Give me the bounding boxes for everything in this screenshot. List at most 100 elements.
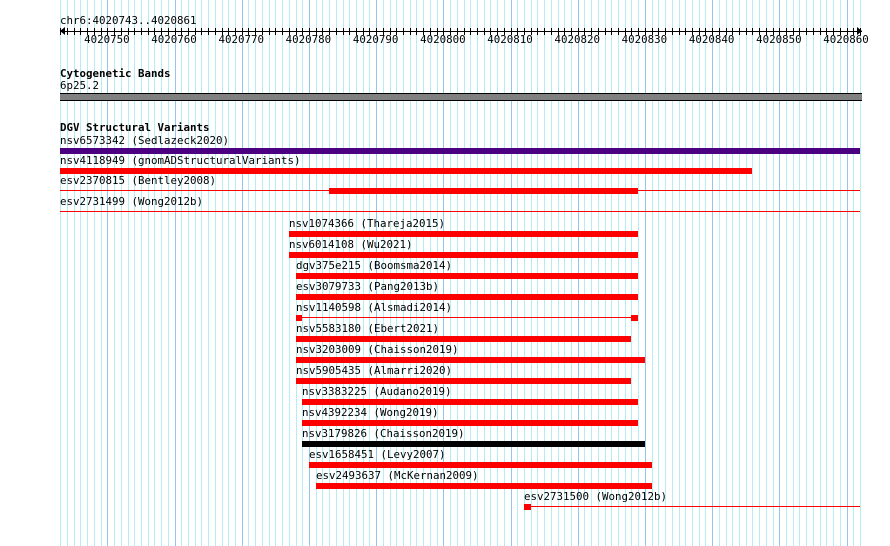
sv-feature-label[interactable]: esv3079733 (Pang2013b) bbox=[296, 280, 440, 293]
gridline bbox=[128, 0, 129, 546]
sv-feature-bar[interactable] bbox=[309, 462, 652, 468]
ruler-tick bbox=[208, 28, 209, 35]
gridline bbox=[665, 0, 666, 546]
ruler-tick bbox=[625, 28, 626, 35]
sv-feature-label[interactable]: esv2370815 (Bentley2008) bbox=[60, 174, 217, 187]
sv-feature-label[interactable]: nsv1074366 (Thareja2015) bbox=[289, 217, 446, 230]
ruler-tick bbox=[141, 28, 142, 35]
sv-feature-label[interactable]: dgv375e215 (Boomsma2014) bbox=[296, 259, 453, 272]
ruler-tick bbox=[168, 28, 169, 35]
sv-feature-bar[interactable] bbox=[296, 357, 645, 363]
ruler-tick-label: 4020830 bbox=[621, 33, 668, 46]
gridline bbox=[813, 0, 814, 546]
ruler-tick bbox=[148, 28, 149, 35]
sv-feature-line[interactable] bbox=[531, 506, 860, 507]
sv-feature-block[interactable] bbox=[524, 504, 531, 510]
ruler-tick bbox=[222, 28, 223, 35]
gridline bbox=[201, 0, 202, 546]
ruler-tick bbox=[390, 28, 391, 35]
sv-feature-label[interactable]: esv2493637 (McKernan2009) bbox=[316, 469, 479, 482]
sv-feature-label[interactable]: nsv1140598 (Alsmadi2014) bbox=[296, 301, 453, 314]
sv-feature-label[interactable]: nsv4118949 (gnomADStructuralVariants) bbox=[60, 154, 301, 167]
sv-feature-label[interactable]: nsv3383225 (Audano2019) bbox=[302, 385, 452, 398]
gridline bbox=[235, 0, 236, 546]
ruler-tick-label: 4020820 bbox=[554, 33, 600, 46]
sv-feature-bar[interactable] bbox=[296, 378, 631, 384]
sv-feature-label[interactable]: nsv6014108 (Wu2021) bbox=[289, 238, 413, 251]
ruler-tick bbox=[248, 28, 249, 35]
sv-feature-label[interactable]: nsv3179826 (Chaisson2019) bbox=[302, 427, 465, 440]
sv-feature-block[interactable] bbox=[296, 315, 302, 321]
gridline bbox=[94, 0, 95, 546]
sv-feature-bar[interactable] bbox=[60, 168, 752, 174]
sv-feature-label[interactable]: esv2731499 (Wong2012b) bbox=[60, 195, 204, 208]
gridline bbox=[141, 0, 142, 546]
gridline bbox=[652, 0, 653, 546]
sv-feature-bar[interactable] bbox=[296, 294, 638, 300]
sv-feature-bar[interactable] bbox=[302, 399, 638, 405]
ruler-tick bbox=[524, 28, 525, 35]
ruler-tick bbox=[282, 28, 283, 35]
sv-feature-line[interactable] bbox=[296, 317, 638, 318]
sv-feature-bar[interactable] bbox=[60, 148, 860, 154]
ruler-tick bbox=[665, 28, 666, 35]
ruler-tick-label: 4020850 bbox=[756, 33, 802, 46]
sv-feature-bar[interactable] bbox=[302, 441, 645, 447]
sv-feature-label[interactable]: nsv5583180 (Ebert2021) bbox=[296, 322, 440, 335]
sv-feature-bar[interactable] bbox=[296, 273, 638, 279]
location-label: chr6:4020743..4020861 bbox=[60, 14, 197, 27]
gridline bbox=[752, 0, 753, 546]
gridline bbox=[87, 0, 88, 546]
sv-feature-bar[interactable] bbox=[289, 252, 638, 258]
gridline bbox=[638, 0, 639, 546]
ruler-tick bbox=[228, 28, 229, 35]
sv-feature-line[interactable] bbox=[60, 211, 860, 212]
gridline bbox=[289, 0, 290, 546]
ruler-tick bbox=[410, 28, 411, 35]
ruler-tick bbox=[860, 28, 861, 35]
ruler-tick bbox=[638, 28, 639, 35]
ruler-tick bbox=[289, 28, 290, 35]
gridline bbox=[161, 0, 162, 546]
sv-feature-label[interactable]: nsv4392234 (Wong2019) bbox=[302, 406, 439, 419]
gridline bbox=[107, 0, 108, 546]
sv-feature-bar[interactable] bbox=[302, 420, 638, 426]
gridline bbox=[679, 0, 680, 546]
ruler-tick bbox=[322, 28, 323, 35]
sv-feature-label[interactable]: esv1658451 (Levy2007) bbox=[309, 448, 446, 461]
cytoband-bar[interactable] bbox=[60, 93, 862, 101]
gridline bbox=[759, 0, 760, 546]
ruler-tick bbox=[618, 28, 619, 35]
ruler-tick bbox=[497, 28, 498, 35]
ruler-tick bbox=[786, 28, 787, 35]
ruler-tick bbox=[773, 28, 774, 35]
ruler-tick bbox=[752, 28, 753, 35]
gridline bbox=[705, 0, 706, 546]
ruler-tick bbox=[517, 28, 518, 35]
sv-feature-bar[interactable] bbox=[296, 336, 631, 342]
ruler-tick bbox=[631, 28, 632, 35]
gridline bbox=[833, 0, 834, 546]
sv-feature-bar[interactable] bbox=[289, 231, 638, 237]
ruler-tick bbox=[840, 28, 841, 35]
gridline bbox=[228, 0, 229, 546]
sv-feature-block[interactable] bbox=[329, 188, 638, 194]
ruler-tick bbox=[826, 28, 827, 35]
ruler-tick bbox=[793, 28, 794, 35]
ruler-tick bbox=[672, 28, 673, 35]
ruler-tick bbox=[705, 28, 706, 35]
ruler-tick bbox=[511, 28, 512, 35]
sv-feature-label[interactable]: nsv6573342 (Sedlazeck2020) bbox=[60, 134, 230, 147]
sv-feature-block[interactable] bbox=[631, 315, 638, 321]
ruler-tick bbox=[188, 28, 189, 35]
arrow-right-icon bbox=[857, 27, 862, 35]
ruler-tick bbox=[356, 28, 357, 35]
ruler-tick bbox=[605, 28, 606, 35]
sv-feature-label[interactable]: nsv3203009 (Chaisson2019) bbox=[296, 343, 459, 356]
gridline bbox=[242, 0, 243, 546]
sv-feature-label[interactable]: nsv5905435 (Almarri2020) bbox=[296, 364, 453, 377]
sv-feature-label[interactable]: esv2731500 (Wong2012b) bbox=[524, 490, 668, 503]
ruler-tick bbox=[80, 28, 81, 35]
sv-feature-bar[interactable] bbox=[316, 483, 652, 489]
